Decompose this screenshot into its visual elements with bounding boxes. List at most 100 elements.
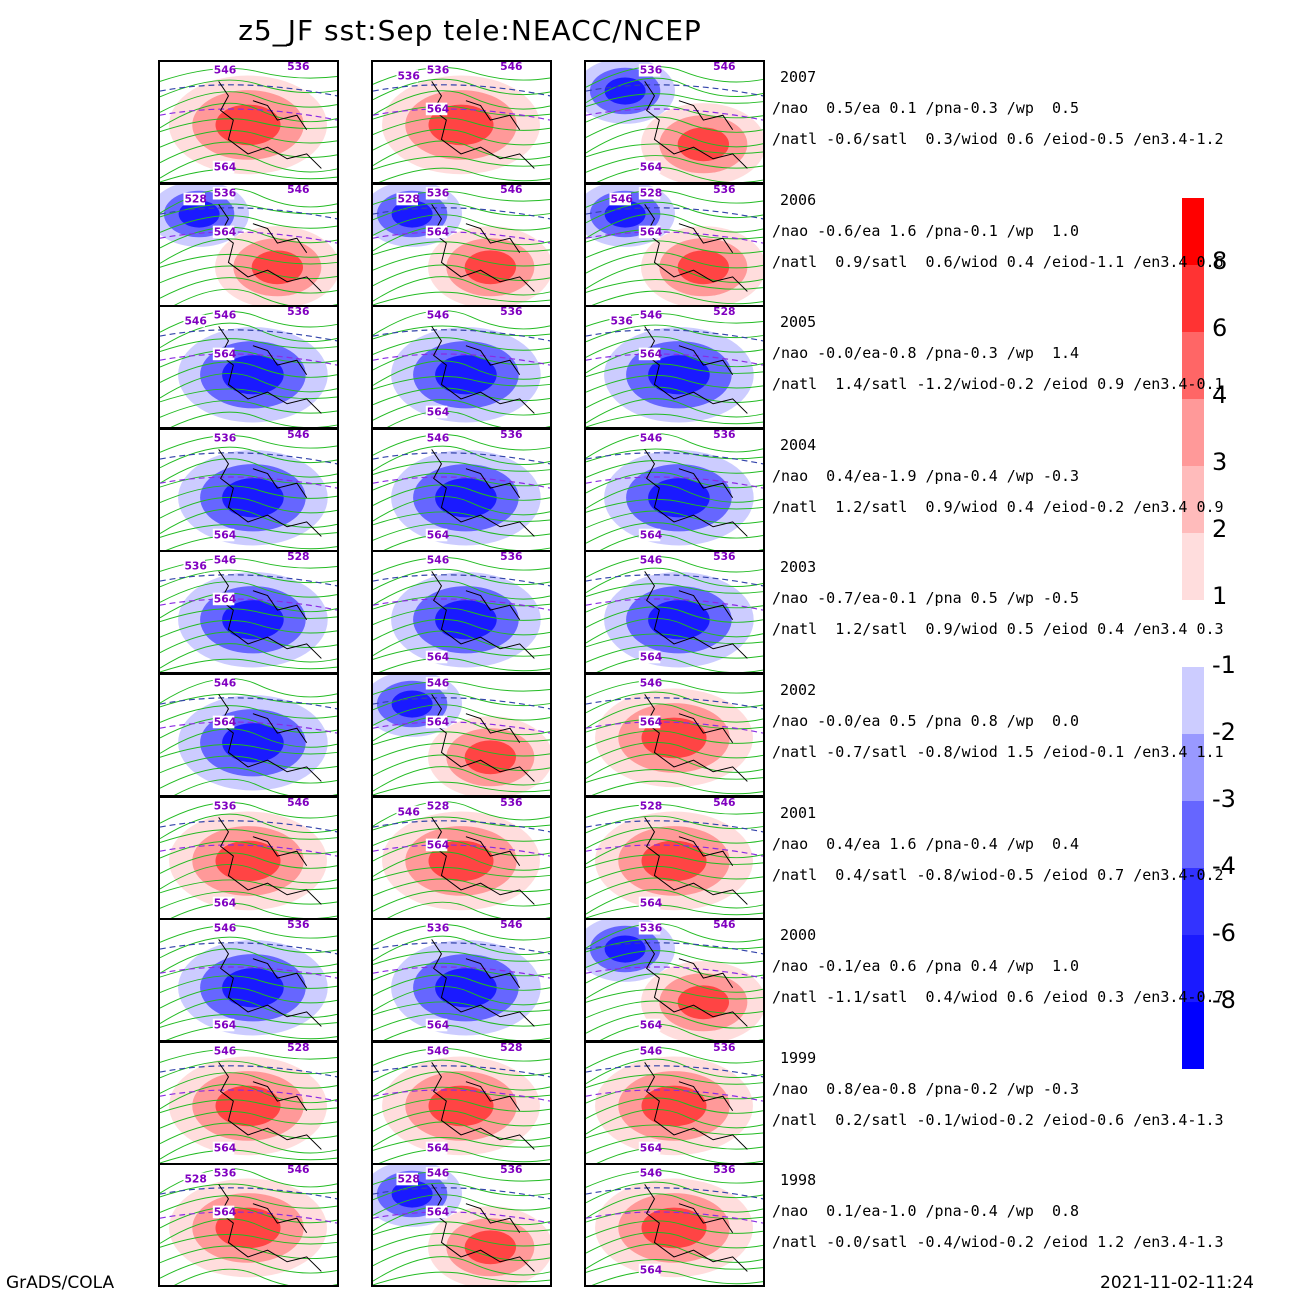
svg-text:546: 546 — [713, 920, 735, 931]
height-contour — [586, 324, 763, 343]
svg-text:536: 536 — [500, 552, 522, 563]
contour-label: 564 — [212, 1141, 236, 1154]
height-contour — [160, 1060, 337, 1079]
contour-label: 528 — [712, 307, 736, 318]
sst-indices: /natl 1.2/satl 0.9/wiod 0.5 /eiod 0.4 /e… — [772, 620, 1224, 639]
height-contour — [373, 213, 550, 236]
contour-label: 564 — [425, 715, 449, 728]
climatology-contour — [160, 231, 337, 244]
year-label: 2003 — [780, 558, 817, 577]
teleconnection-indices: /nao 0.8/ea-0.8 /pna-0.2 /wp -0.3 — [772, 1079, 1080, 1098]
colorbar-label: -4 — [1212, 852, 1236, 880]
climatology-contour — [373, 844, 550, 857]
coastline — [431, 939, 535, 1027]
climatology-contour — [373, 721, 550, 734]
height-contour — [160, 879, 337, 893]
svg-text:564: 564 — [214, 1019, 236, 1032]
contour-label: 536 — [499, 307, 523, 318]
climatology-contour — [373, 942, 550, 955]
colorbar-label: 4 — [1212, 381, 1228, 409]
svg-text:536: 536 — [214, 186, 236, 199]
year-label: 2001 — [780, 803, 817, 822]
contour-label: 564 — [212, 225, 236, 238]
map-panel-2004-2: 546 536 564 — [371, 427, 552, 552]
height-contour — [373, 1194, 550, 1217]
climatology-contour — [160, 574, 337, 587]
map-panel-2002-1: 546 564 — [158, 673, 339, 797]
contour-label: 536 — [286, 307, 310, 318]
contour-label: 528 — [396, 192, 420, 205]
height-contour — [160, 67, 337, 82]
height-contour — [586, 989, 763, 1003]
height-contour — [586, 1046, 763, 1069]
svg-text:564: 564 — [640, 225, 662, 238]
height-contour — [373, 399, 550, 421]
height-contour — [586, 1220, 763, 1239]
height-contour — [373, 781, 550, 795]
map-panel-1999-2: 546 528 564 — [371, 1040, 552, 1165]
climatology-contour — [373, 574, 550, 587]
height-contour — [373, 866, 550, 881]
height-contour — [586, 645, 763, 664]
colorbar-segment-positive — [1182, 399, 1204, 466]
svg-text:536: 536 — [500, 1165, 522, 1176]
height-contour — [160, 458, 337, 484]
height-contour — [373, 1136, 550, 1151]
height-contour — [160, 767, 337, 789]
coastline — [218, 1061, 322, 1150]
contour-label: 564 — [638, 160, 662, 173]
svg-text:546: 546 — [640, 677, 662, 690]
contour-label: 546 — [425, 1044, 449, 1057]
sst-indices: /natl 1.2/satl 0.9/wiod 0.4 /eiod-0.2 /e… — [772, 497, 1224, 516]
climatology-contour — [373, 966, 550, 979]
climatology-contour — [586, 1187, 763, 1200]
contour-label: 564 — [212, 896, 236, 909]
climatology-contour — [586, 721, 763, 734]
map-panel-2004-3: 546 536 564 — [584, 427, 765, 552]
height-contour — [586, 1135, 763, 1154]
height-contour — [160, 79, 337, 98]
height-contour — [586, 973, 763, 999]
svg-text:564: 564 — [214, 896, 236, 909]
height-contour — [160, 608, 337, 623]
height-contour — [586, 128, 763, 154]
height-contour — [373, 387, 550, 406]
svg-text:528: 528 — [184, 192, 206, 205]
contour-label: 546 — [499, 62, 523, 73]
height-contour — [373, 557, 550, 576]
height-contour — [373, 1109, 550, 1132]
climatology-contour — [586, 1211, 763, 1225]
contour-label: 528 — [183, 192, 207, 205]
svg-text:546: 546 — [214, 309, 236, 322]
climatology-contour — [586, 574, 763, 587]
index-text-2004: 2004/nao 0.4/ea-1.9 /pna-0.4 /wp -0.3/na… — [772, 430, 1224, 523]
climatology-contour — [586, 1065, 763, 1078]
height-contour — [586, 703, 763, 729]
colorbar-label: -8 — [1212, 986, 1236, 1014]
footer-timestamp: 2021-11-02-11:24 — [1100, 1273, 1254, 1293]
colorbar-segment-negative — [1182, 868, 1204, 935]
svg-text:564: 564 — [214, 528, 236, 541]
negative-anomaly-shading — [604, 77, 646, 105]
height-contour — [586, 432, 763, 459]
height-contour — [170, 411, 337, 428]
contour-label: 564 — [212, 1019, 236, 1032]
contour-label: 564 — [638, 348, 662, 360]
svg-text:546: 546 — [427, 554, 449, 567]
negative-anomaly-shading — [222, 723, 284, 763]
negative-anomaly-shading — [435, 600, 497, 640]
map-panel-2001-2: 528 536 546 564 — [371, 795, 552, 920]
height-contour — [586, 633, 763, 648]
sst-indices: /natl 0.9/satl 0.6/wiod 0.4 /eiod-1.1 /e… — [772, 252, 1224, 271]
coastline — [644, 571, 748, 660]
contour-label: 564 — [212, 160, 236, 173]
map-panel-2001-1: 536 546 564 — [158, 795, 339, 920]
svg-text:536: 536 — [713, 1165, 735, 1176]
colorbar-segment-positive — [1182, 198, 1204, 265]
teleconnection-indices: /nao -0.6/ea 1.6 /pna-0.1 /wp 1.0 — [772, 221, 1080, 240]
climatology-contour — [373, 819, 550, 833]
height-contour — [586, 730, 763, 749]
contour-label: 536 — [396, 69, 420, 82]
height-contour — [586, 483, 763, 509]
svg-text:546: 546 — [500, 62, 522, 73]
